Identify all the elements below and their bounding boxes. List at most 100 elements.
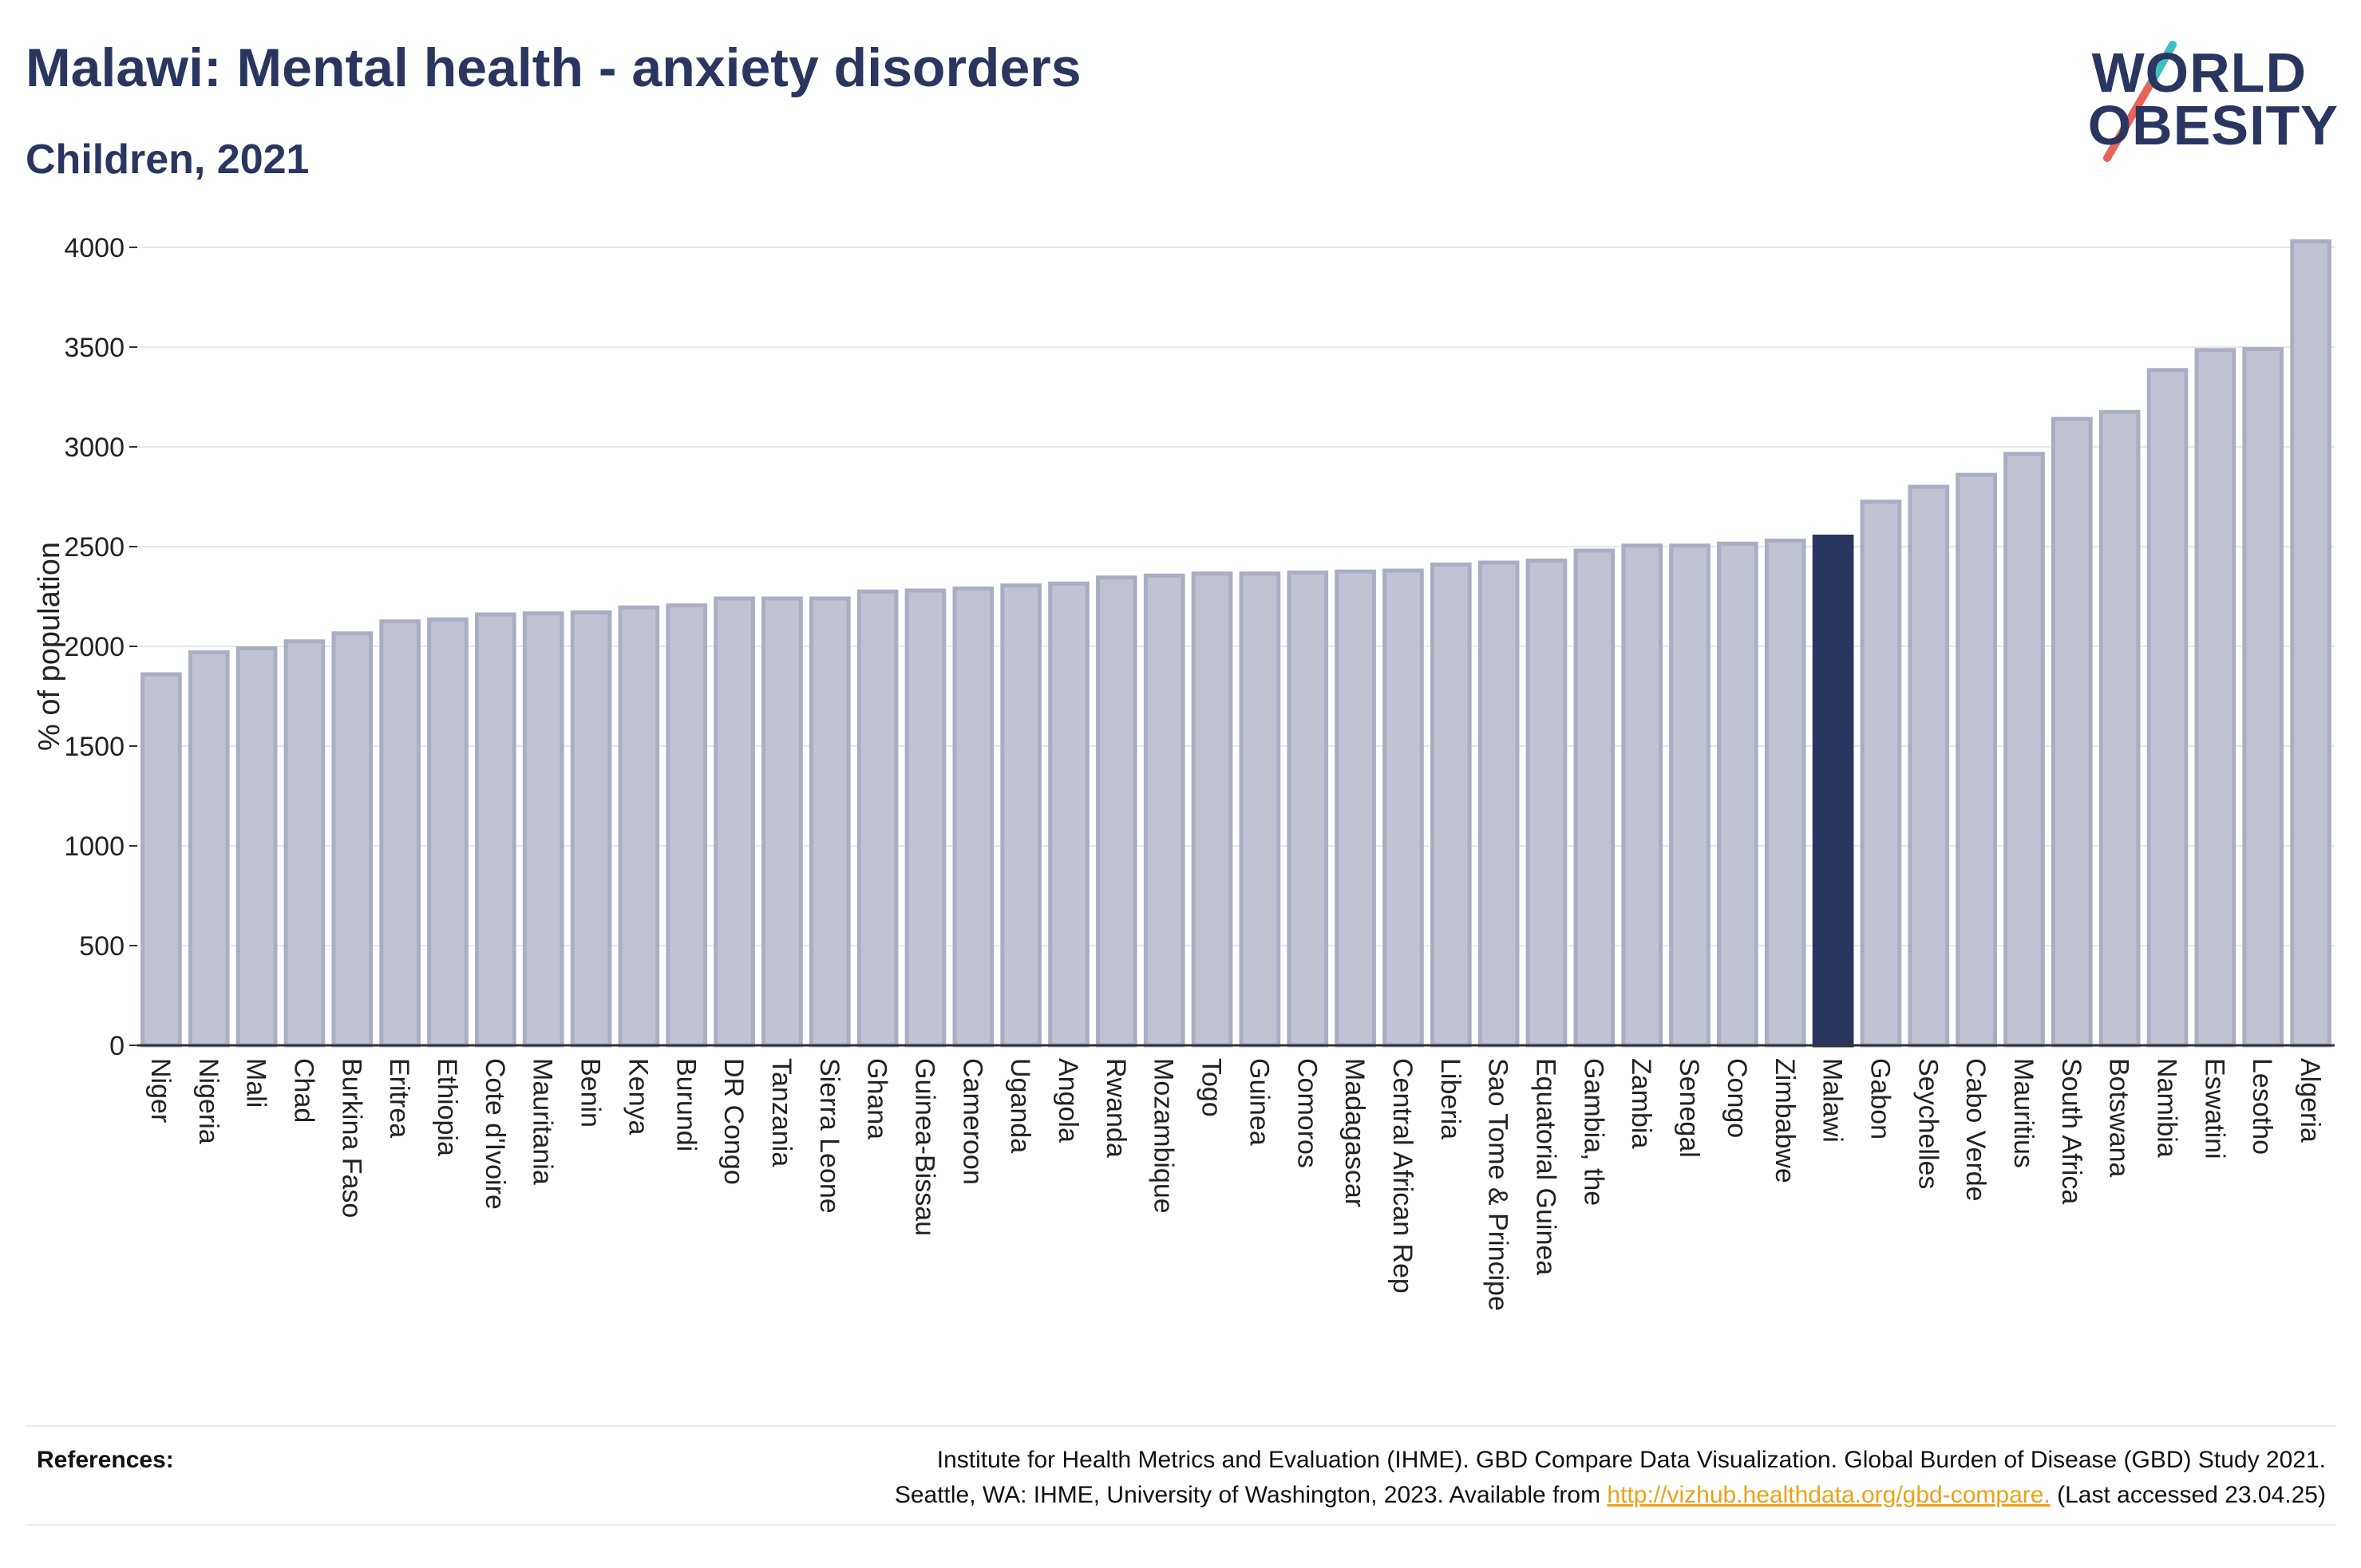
- bar-cabo-verde: [1956, 472, 1997, 1048]
- x-tick-label: Namibia: [2152, 1058, 2182, 1158]
- y-tick-label: 2500: [64, 532, 125, 563]
- x-tick-label: Mozambique: [1149, 1058, 1179, 1214]
- y-axis-label: % of population: [33, 542, 66, 751]
- x-tick-label: Gabon: [1865, 1058, 1895, 1139]
- bar-equatorial-guinea: [1525, 559, 1568, 1048]
- bar-seychelles: [1908, 484, 1950, 1048]
- bar-dr-congo: [714, 596, 755, 1048]
- bar-mali: [235, 646, 278, 1048]
- x-tick-label: Guinea-Bissau: [909, 1058, 939, 1236]
- bar-togo: [1191, 571, 1233, 1048]
- x-tick-label: Mali: [241, 1058, 271, 1108]
- x-tick-label: Cabo Verde: [1960, 1058, 1991, 1202]
- y-tick-label: 0: [109, 1031, 125, 1061]
- bar-benin: [570, 610, 612, 1048]
- bar-guinea: [1239, 571, 1281, 1048]
- x-tick-label: Congo: [1722, 1058, 1752, 1138]
- x-tick-label: Mauritania: [528, 1058, 558, 1185]
- x-tick-label: Seychelles: [1912, 1058, 1943, 1189]
- references-label: References:: [37, 1447, 174, 1473]
- bar-south-africa: [2051, 417, 2093, 1048]
- x-tick-label: Central African Rep: [1387, 1058, 1418, 1294]
- bar-zambia: [1621, 543, 1663, 1048]
- bar-algeria: [2290, 239, 2331, 1048]
- x-tick-label: Lesotho: [2247, 1058, 2277, 1155]
- bar-gabon: [1860, 500, 1902, 1048]
- bar-cote-d-ivoire: [475, 612, 516, 1048]
- x-tick-label: Zimbabwe: [1770, 1058, 1800, 1183]
- x-tick-label: Comoros: [1291, 1058, 1322, 1168]
- x-tick-label: Niger: [145, 1058, 176, 1123]
- x-tick-label: Guinea: [1244, 1058, 1274, 1146]
- logo-word-world: WORLD: [2091, 41, 2307, 104]
- logo-word-obesity: OBESITY: [2087, 94, 2339, 156]
- bar-chad: [283, 639, 326, 1048]
- world-obesity-logo: WORLD OBESITY: [2075, 22, 2347, 174]
- bar-burundi: [666, 603, 708, 1048]
- bar-ethiopia: [427, 617, 469, 1048]
- bar-mauritius: [2003, 452, 2045, 1048]
- bar-cameroon: [952, 587, 995, 1048]
- bar-central-african-rep: [1382, 568, 1424, 1048]
- reference-link[interactable]: http://vizhub.healthdata.org/gbd-compare…: [1607, 1482, 2051, 1508]
- bar-kenya: [618, 605, 660, 1048]
- x-tick-label: Burkina Faso: [336, 1058, 366, 1218]
- x-tick-label: Sao Tome & Principe: [1483, 1058, 1513, 1311]
- x-tick-label: Rwanda: [1101, 1058, 1131, 1158]
- x-tick-label: Algeria: [2295, 1058, 2325, 1143]
- bar-gambia-the: [1573, 548, 1616, 1048]
- x-tick-label: South Africa: [2056, 1058, 2086, 1204]
- x-tick-label: Cote d'Ivoire: [480, 1058, 510, 1210]
- x-tick-label: Malawi: [1817, 1058, 1848, 1143]
- x-tick-label: Liberia: [1435, 1058, 1465, 1139]
- bar-zimbabwe: [1764, 539, 1806, 1048]
- bar-mozambique: [1143, 573, 1185, 1048]
- bar-malawi: [1812, 535, 1854, 1048]
- reference-line-2: Seattle, WA: IHME, University of Washing…: [490, 1478, 2326, 1513]
- x-tick-label: Mauritius: [2008, 1058, 2039, 1168]
- references-top-divider: [26, 1425, 2335, 1427]
- logo-slash-icon: [2103, 41, 2177, 162]
- bar-comoros: [1287, 571, 1329, 1048]
- x-tick-label: Gambia, the: [1578, 1058, 1608, 1206]
- x-tick-label: Ethiopia: [432, 1058, 462, 1156]
- y-tick-label: 500: [79, 931, 125, 962]
- bar-niger: [140, 672, 182, 1048]
- reference-line-2-end: (Last accessed 23.04.25): [2050, 1482, 2326, 1508]
- x-tick-label: Chad: [288, 1058, 318, 1123]
- bar-namibia: [2146, 368, 2189, 1048]
- x-tick-label: Senegal: [1674, 1058, 1704, 1158]
- chart-title: Malawi: Mental health - anxiety disorder…: [26, 38, 1082, 98]
- bar-sierra-leone: [809, 596, 851, 1048]
- x-tick-label: Cameroon: [957, 1058, 987, 1185]
- x-tick-label: Angola: [1053, 1058, 1083, 1143]
- y-tick-label: 1500: [64, 732, 125, 762]
- references-bottom-divider: [26, 1524, 2335, 1526]
- bar-liberia: [1430, 563, 1472, 1048]
- bar-congo: [1717, 541, 1758, 1048]
- bar-angola: [1048, 581, 1090, 1048]
- bar-eritrea: [379, 619, 421, 1048]
- chart-subtitle: Children, 2021: [26, 136, 310, 183]
- references-text: Institute for Health Metrics and Evaluat…: [490, 1443, 2326, 1513]
- y-tick-label: 3000: [64, 432, 125, 463]
- x-tick-label: Eritrea: [384, 1058, 414, 1138]
- x-tick-label: Benin: [575, 1058, 606, 1128]
- x-tick-label: Uganda: [1005, 1058, 1035, 1153]
- bar-chart: 0 500 1000 1500 2000 2500 3000 3500 4000 % of pop…: [33, 233, 2335, 1311]
- x-tick-label: Nigeria: [193, 1058, 223, 1144]
- y-tick-label: 3500: [64, 333, 125, 363]
- x-tick-label: Tanzania: [766, 1058, 797, 1167]
- bar-senegal: [1669, 543, 1710, 1048]
- bar-eswatini: [2194, 348, 2236, 1048]
- x-tick-label: Sierra Leone: [814, 1058, 844, 1214]
- x-tick-label: Equatorial Guinea: [1531, 1058, 1561, 1275]
- reference-line-2-start: Seattle, WA: IHME, University of Washing…: [894, 1482, 1608, 1508]
- bar-tanzania: [761, 596, 803, 1048]
- x-tick-label: Ghana: [862, 1058, 892, 1139]
- bar-ghana: [856, 589, 899, 1048]
- reference-line-1: Institute for Health Metrics and Evaluat…: [936, 1447, 2326, 1473]
- bar-burkina-faso: [331, 631, 374, 1048]
- x-tick-label: Kenya: [623, 1058, 653, 1135]
- bar-guinea-bissau: [904, 588, 947, 1048]
